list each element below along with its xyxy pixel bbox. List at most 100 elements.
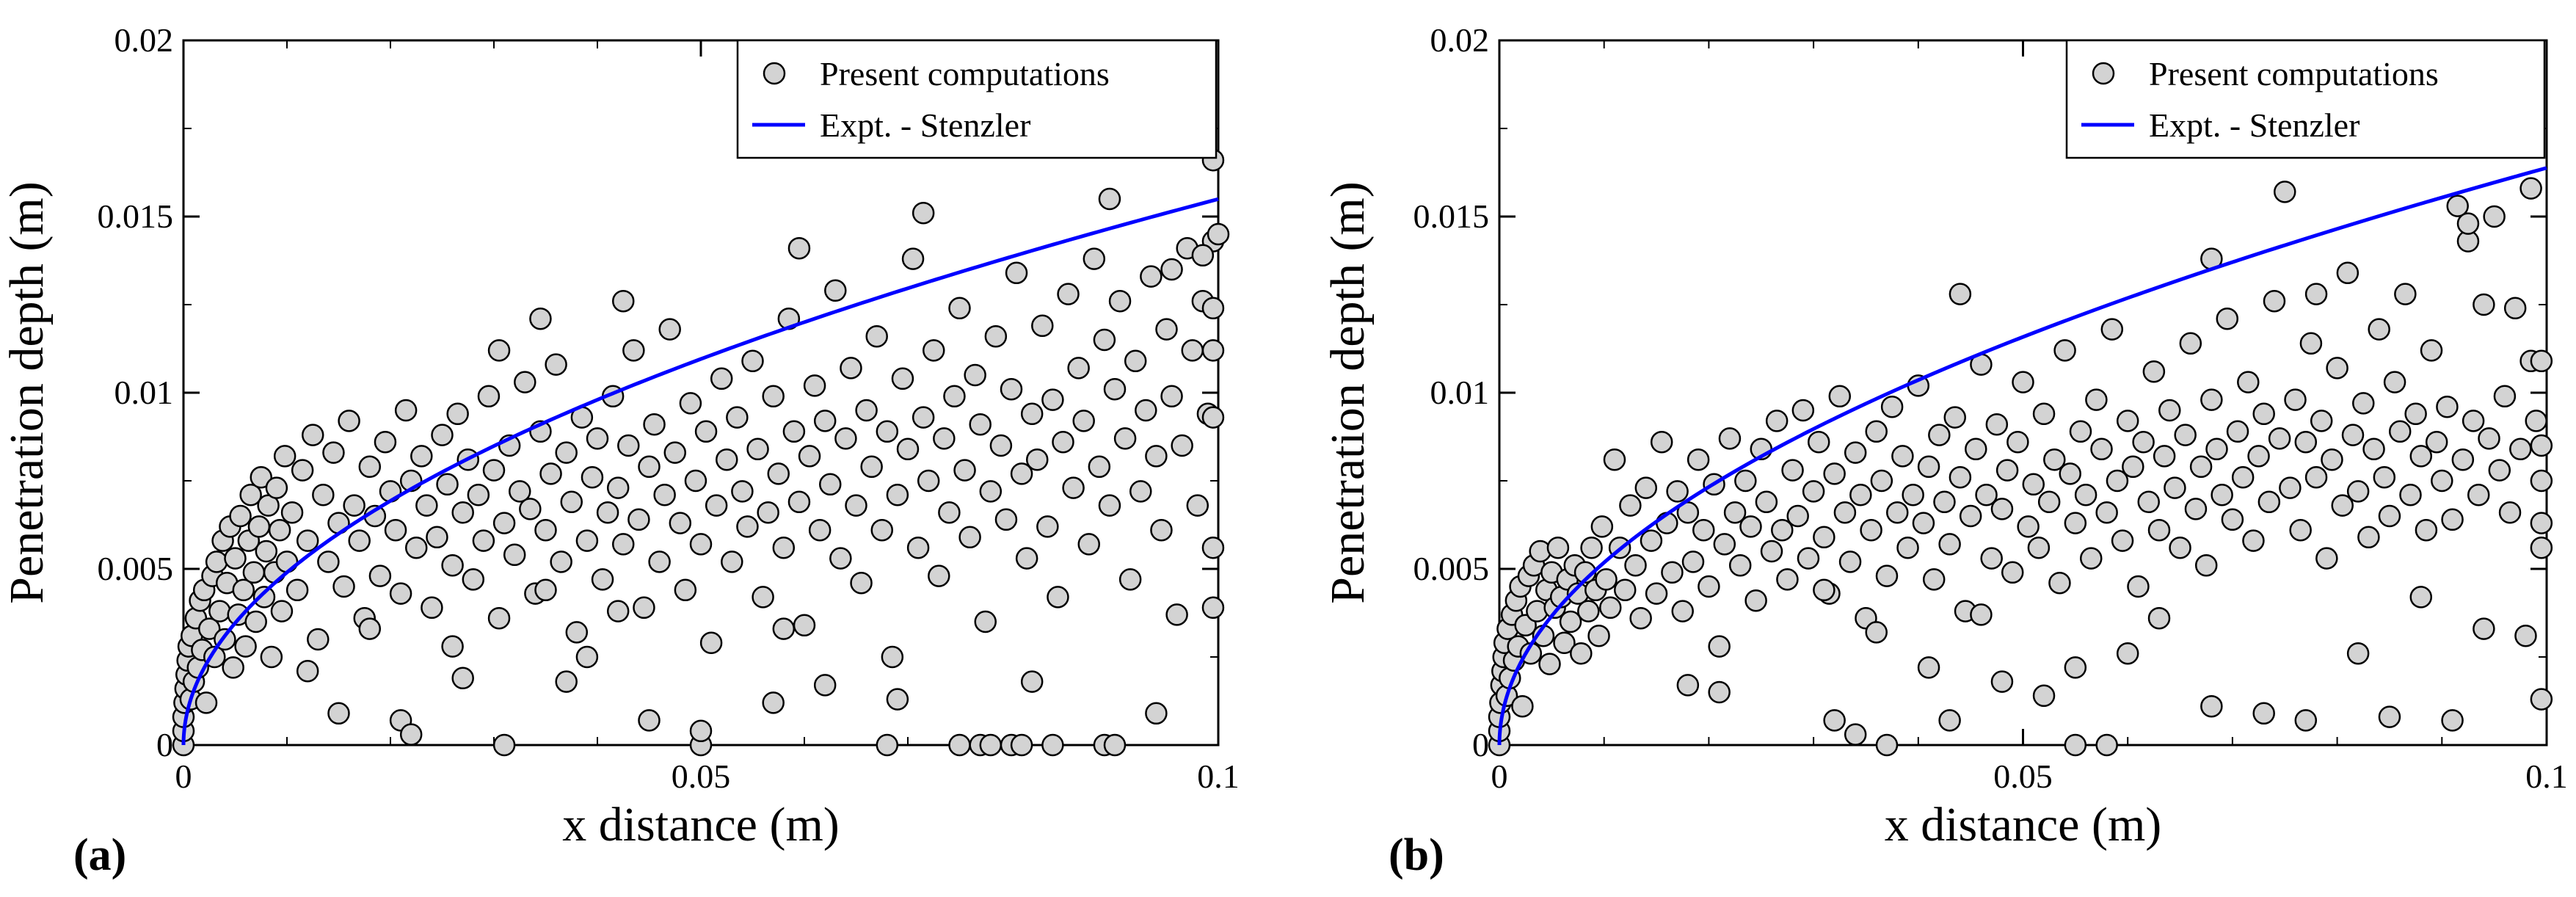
- scatter-point: [1155, 318, 1178, 341]
- legend-label-stenzler: Expt. - Stenzler: [820, 106, 1030, 144]
- scatter-point: [633, 596, 655, 620]
- scatter-point: [1928, 424, 1951, 446]
- scatter-point: [2226, 420, 2249, 443]
- scatter-point: [813, 410, 837, 432]
- scatter-point: [979, 733, 1003, 757]
- scatter-point: [275, 551, 299, 573]
- scatter-point: [514, 371, 536, 393]
- scatter-point: [2530, 349, 2553, 373]
- scatter-point: [1760, 540, 1783, 563]
- y-tick-label: 0.02: [1430, 21, 1490, 59]
- scatter-point: [752, 586, 774, 609]
- scatter-point: [1917, 656, 1940, 679]
- scatter-point: [273, 445, 296, 468]
- scatter-point: [933, 427, 956, 450]
- scatter-point: [2530, 434, 2553, 457]
- scatter-point: [2095, 501, 2118, 524]
- scatter-point: [1026, 448, 1049, 471]
- scatter-point: [1860, 518, 1882, 542]
- scatter-point: [1666, 480, 1689, 503]
- scatter-point: [1201, 297, 1225, 320]
- legend-label-scatter: Present computations: [820, 55, 1110, 92]
- scatter-point: [1041, 733, 1064, 757]
- scatter-point: [917, 469, 940, 493]
- scatter-point: [876, 733, 899, 757]
- scatter-point: [2299, 332, 2323, 355]
- scatter-point: [850, 571, 873, 595]
- scatter-point: [648, 551, 671, 573]
- scatter-point: [2252, 702, 2275, 725]
- scatter-point: [653, 483, 676, 506]
- y-tick-label: 0.015: [1413, 197, 1490, 235]
- legend-marker-scatter: [763, 62, 786, 85]
- scatter-point: [1813, 526, 1835, 549]
- scatter-point: [2200, 694, 2223, 718]
- scatter-point: [1838, 551, 1862, 573]
- scatter-point: [575, 529, 599, 552]
- scatter-point: [291, 459, 314, 482]
- scatter-point: [1681, 551, 1705, 573]
- scatter-point: [2394, 283, 2417, 305]
- scatter-point: [1103, 733, 1127, 757]
- scatter-point: [2142, 360, 2166, 383]
- scatter-point: [813, 674, 837, 697]
- scatter-point: [2205, 437, 2228, 461]
- scatter-point: [2032, 684, 2056, 708]
- scatter-point: [1570, 642, 1593, 665]
- scatter-point: [1985, 413, 2009, 436]
- scatter-point: [1207, 222, 1230, 246]
- scatter-point: [2184, 498, 2208, 520]
- scatter-point: [1546, 536, 1570, 559]
- scatter-point: [1990, 670, 2014, 693]
- scatter-point: [1765, 410, 1789, 432]
- scatter-point: [1511, 694, 1534, 718]
- scatter-point: [2446, 195, 2469, 217]
- scatter-point: [492, 512, 516, 534]
- scatter-point: [242, 561, 266, 584]
- scatter-point: [194, 691, 218, 714]
- scatter-point: [1603, 448, 1626, 471]
- scatter-point: [2211, 483, 2233, 506]
- scatter-point: [332, 575, 355, 598]
- scatter-point: [2189, 455, 2213, 479]
- scatter-point: [322, 441, 345, 464]
- scatter-point: [2294, 709, 2318, 732]
- scatter-point: [808, 518, 832, 542]
- scatter-point: [1103, 377, 1127, 401]
- scatter-point: [1970, 603, 1993, 626]
- scatter-point: [1865, 420, 1888, 443]
- scatter-point: [2436, 395, 2459, 418]
- scatter-point: [1098, 494, 1121, 517]
- scatter-point: [229, 504, 252, 528]
- scatter-point: [358, 455, 382, 479]
- scatter-point: [343, 494, 365, 517]
- scatter-point: [250, 465, 272, 489]
- y-tick-label: 0: [1472, 726, 1489, 763]
- scatter-point: [2415, 518, 2438, 542]
- scatter-point: [1088, 455, 1111, 479]
- scatter-point: [586, 427, 609, 450]
- scatter-point: [260, 645, 283, 669]
- chart-panel-b: 0 0.05 0.1 0 0.005 0.01 0.015 0.02 x distance (m…: [1321, 21, 2568, 880]
- scatter-point: [1917, 455, 1940, 479]
- y-axis-title: Penetration depth (m): [1321, 181, 1375, 604]
- scatter-point: [1990, 498, 2014, 520]
- scatter-point: [575, 645, 599, 669]
- scatter-point: [482, 459, 506, 482]
- scatter-point: [1744, 589, 1767, 612]
- scatter-point: [1891, 445, 1914, 468]
- scatter-point: [2221, 508, 2244, 531]
- scatter-point: [205, 551, 228, 573]
- scatter-point: [2352, 392, 2375, 415]
- x-tick-label: 0.05: [672, 758, 731, 795]
- scatter-point: [1922, 568, 1946, 591]
- scatter-point: [1083, 247, 1106, 270]
- scatter-point: [1590, 515, 1614, 538]
- scatter-point: [1052, 430, 1074, 454]
- scatter-point: [860, 455, 883, 479]
- scatter-point: [2164, 476, 2186, 499]
- scatter-point: [1938, 533, 1961, 556]
- scatter-point: [943, 385, 966, 408]
- scatter-point: [2106, 469, 2129, 493]
